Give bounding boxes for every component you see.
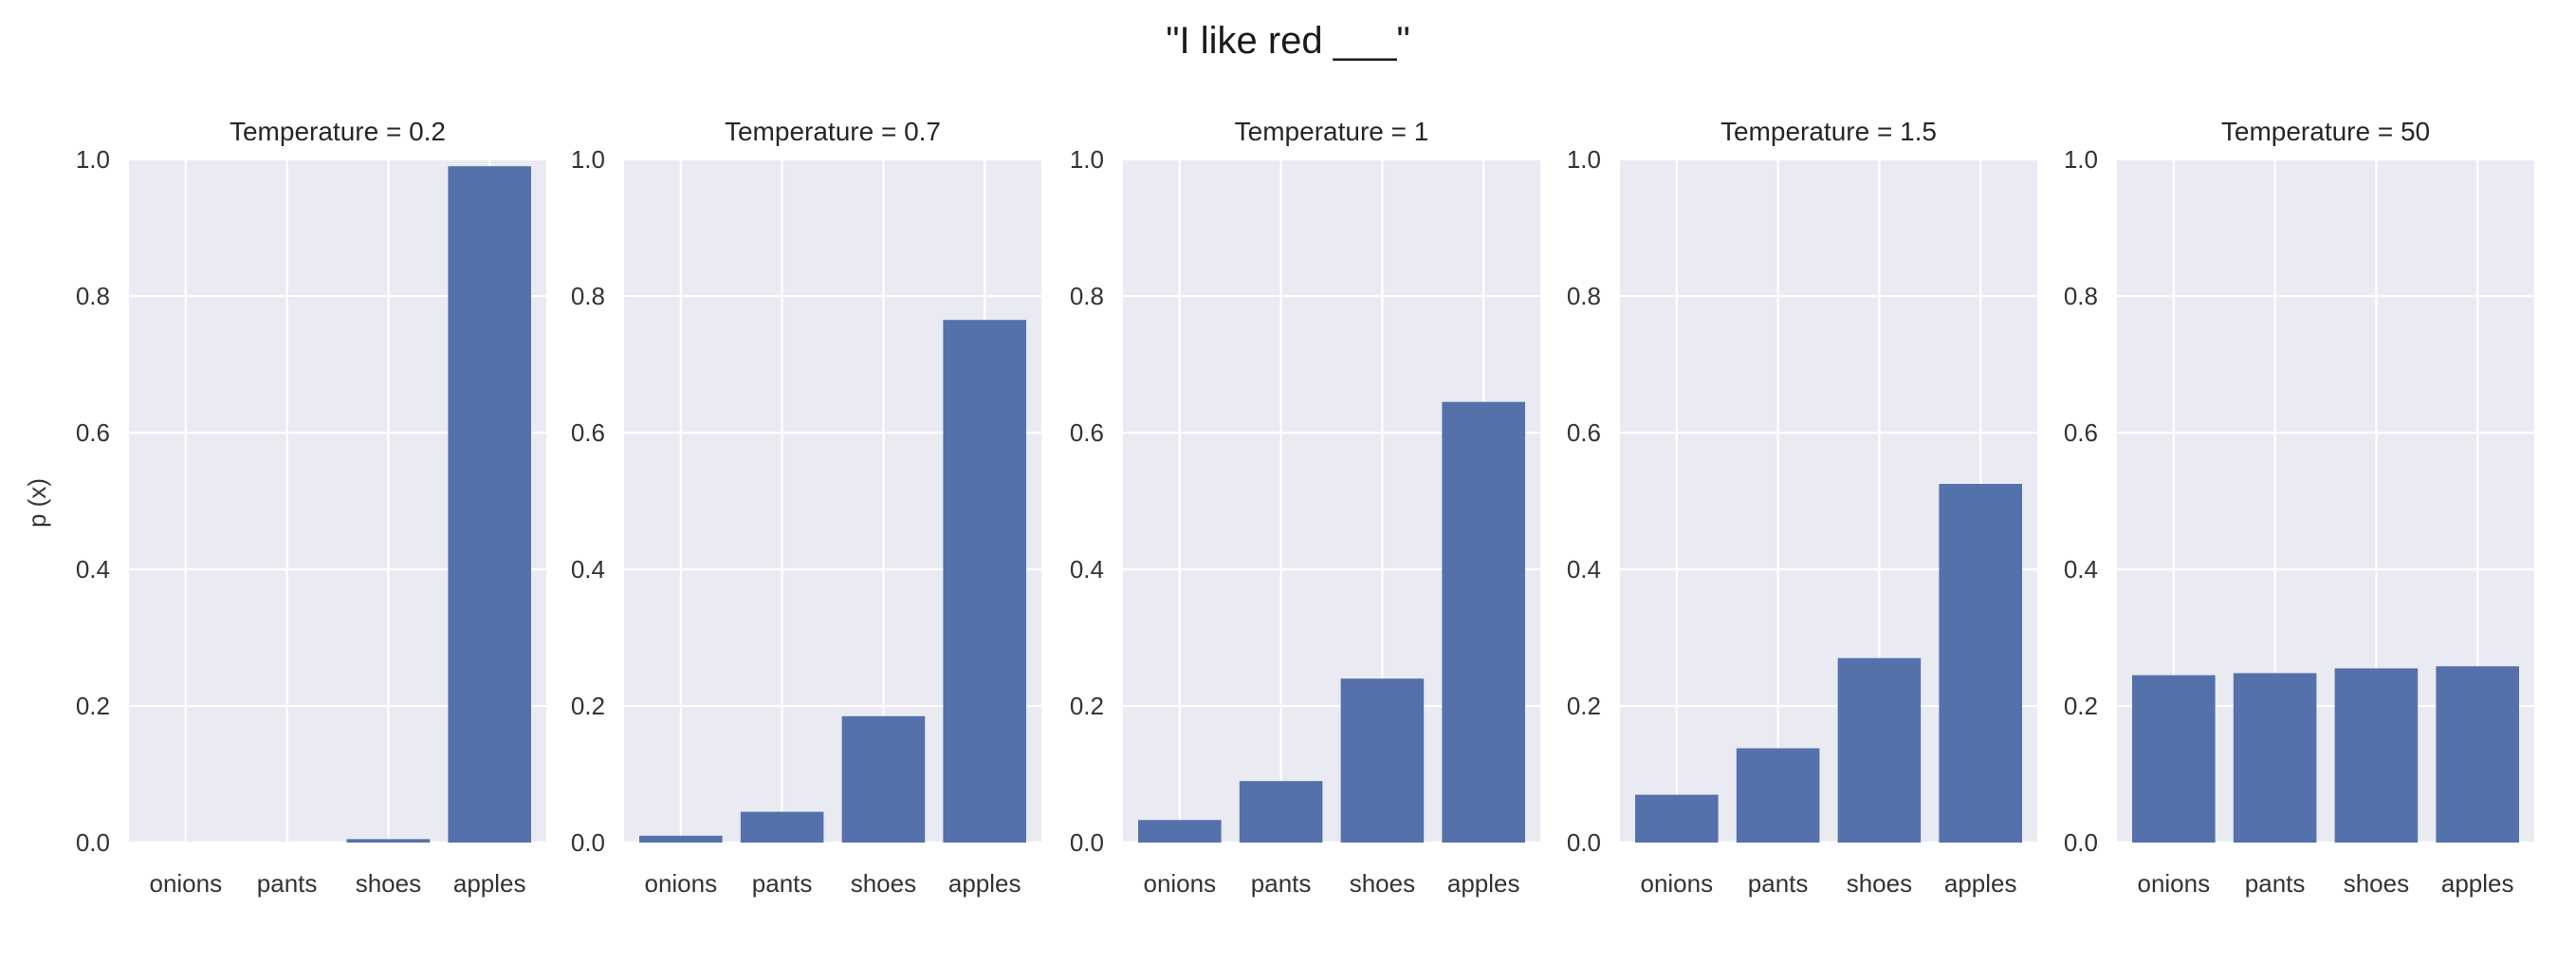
- y-tick-label: 0.2: [2064, 692, 2098, 720]
- y-tick-label: 1.0: [1070, 145, 1104, 174]
- y-tick-label: 0.0: [2064, 828, 2098, 857]
- bar-shoes: [2334, 668, 2419, 843]
- y-axis-label: p (x): [23, 478, 51, 528]
- y-tick-label: 0.0: [1070, 828, 1104, 857]
- chart-panel-5: 0.0 0.2 0.4 0.6 0.8 1.0 onions pants shoes apples…: [2064, 117, 2534, 898]
- x-tick-label: onions: [644, 869, 717, 898]
- y-tick-label: 0.8: [1070, 282, 1104, 310]
- y-tick-label: 0.6: [1070, 418, 1104, 447]
- bar-shoes: [346, 839, 431, 843]
- y-tick-label: 0.0: [76, 828, 110, 857]
- y-tick-label: 0.4: [1567, 555, 1601, 584]
- y-tick-label: 0.6: [76, 418, 110, 447]
- panel-title: Temperature = 1.5: [1720, 117, 1937, 146]
- bar-shoes: [1340, 678, 1425, 843]
- chart-panel-1: 0.0 0.2 0.4 0.6 0.8 1.0 onions pants shoes apples…: [76, 117, 546, 898]
- x-tick-label: shoes: [2344, 869, 2409, 898]
- x-tick-label: pants: [257, 869, 318, 898]
- y-tick-label: 1.0: [571, 145, 605, 174]
- bar-onions: [1138, 820, 1222, 843]
- bar-onions: [2132, 675, 2216, 843]
- chart-panel-3: 0.0 0.2 0.4 0.6 0.8 1.0 onions pants shoes apples…: [1070, 117, 1540, 898]
- x-tick-label: shoes: [356, 869, 421, 898]
- bar-apples: [1939, 484, 2022, 843]
- x-tick-label: shoes: [1350, 869, 1415, 898]
- bar-pants: [740, 811, 824, 843]
- x-tick-label: apples: [453, 869, 526, 898]
- bar-apples: [448, 166, 531, 843]
- x-tick-label: pants: [1748, 869, 1809, 898]
- bar-shoes: [841, 715, 926, 843]
- panel-title: Temperature = 50: [2221, 117, 2430, 146]
- y-tick-label: 0.2: [1567, 692, 1601, 720]
- y-tick-label: 0.6: [1567, 418, 1601, 447]
- y-tick-label: 0.6: [571, 418, 605, 447]
- x-tick-label: apples: [948, 869, 1021, 898]
- x-tick-label: shoes: [1847, 869, 1912, 898]
- x-tick-label: apples: [2441, 869, 2514, 898]
- x-tick-label: onions: [1640, 869, 1713, 898]
- y-tick-label: 0.2: [1070, 692, 1104, 720]
- y-tick-label: 0.4: [76, 555, 110, 584]
- x-tick-label: onions: [1143, 869, 1216, 898]
- y-tick-label: 0.4: [571, 555, 605, 584]
- panel-title: Temperature = 1: [1235, 117, 1429, 146]
- bar-shoes: [1837, 658, 1922, 843]
- y-tick-label: 0.2: [571, 692, 605, 720]
- x-tick-label: pants: [1251, 869, 1312, 898]
- y-tick-label: 0.8: [2064, 282, 2098, 310]
- x-tick-label: apples: [1447, 869, 1520, 898]
- y-tick-label: 0.4: [2064, 555, 2098, 584]
- bar-pants: [1736, 748, 1820, 843]
- bar-apples: [2436, 666, 2519, 843]
- y-tick-label: 0.0: [571, 828, 605, 857]
- y-tick-label: 0.8: [1567, 282, 1601, 310]
- panel-title: Temperature = 0.2: [230, 117, 446, 146]
- figure-suptitle: "I like red ___": [1166, 20, 1409, 62]
- bar-onions: [1635, 794, 1719, 843]
- x-tick-label: onions: [149, 869, 222, 898]
- panels-container: 0.0 0.2 0.4 0.6 0.8 1.0 onions pants shoes apples…: [76, 117, 2534, 898]
- bar-apples: [1442, 401, 1525, 843]
- chart-panel-4: 0.0 0.2 0.4 0.6 0.8 1.0 onions pants shoes apples…: [1567, 117, 2037, 898]
- x-tick-label: pants: [2245, 869, 2306, 898]
- x-tick-label: pants: [752, 869, 813, 898]
- y-tick-label: 0.2: [76, 692, 110, 720]
- bar-pants: [2233, 673, 2317, 843]
- bar-pants: [1239, 781, 1323, 843]
- y-tick-label: 1.0: [2064, 145, 2098, 174]
- x-tick-label: apples: [1944, 869, 2017, 898]
- y-tick-label: 0.8: [571, 282, 605, 310]
- chart-panel-2: 0.0 0.2 0.4 0.6 0.8 1.0 onions pants shoes apples…: [571, 117, 1041, 898]
- y-tick-label: 1.0: [76, 145, 110, 174]
- y-tick-label: 0.8: [76, 282, 110, 310]
- x-tick-label: onions: [2137, 869, 2210, 898]
- y-tick-label: 0.4: [1070, 555, 1104, 584]
- y-tick-label: 0.0: [1567, 828, 1601, 857]
- y-tick-label: 1.0: [1567, 145, 1601, 174]
- x-tick-label: shoes: [851, 869, 916, 898]
- bar-onions: [639, 835, 723, 843]
- y-tick-label: 0.6: [2064, 418, 2098, 447]
- panel-title: Temperature = 0.7: [725, 117, 941, 146]
- bar-apples: [943, 320, 1026, 843]
